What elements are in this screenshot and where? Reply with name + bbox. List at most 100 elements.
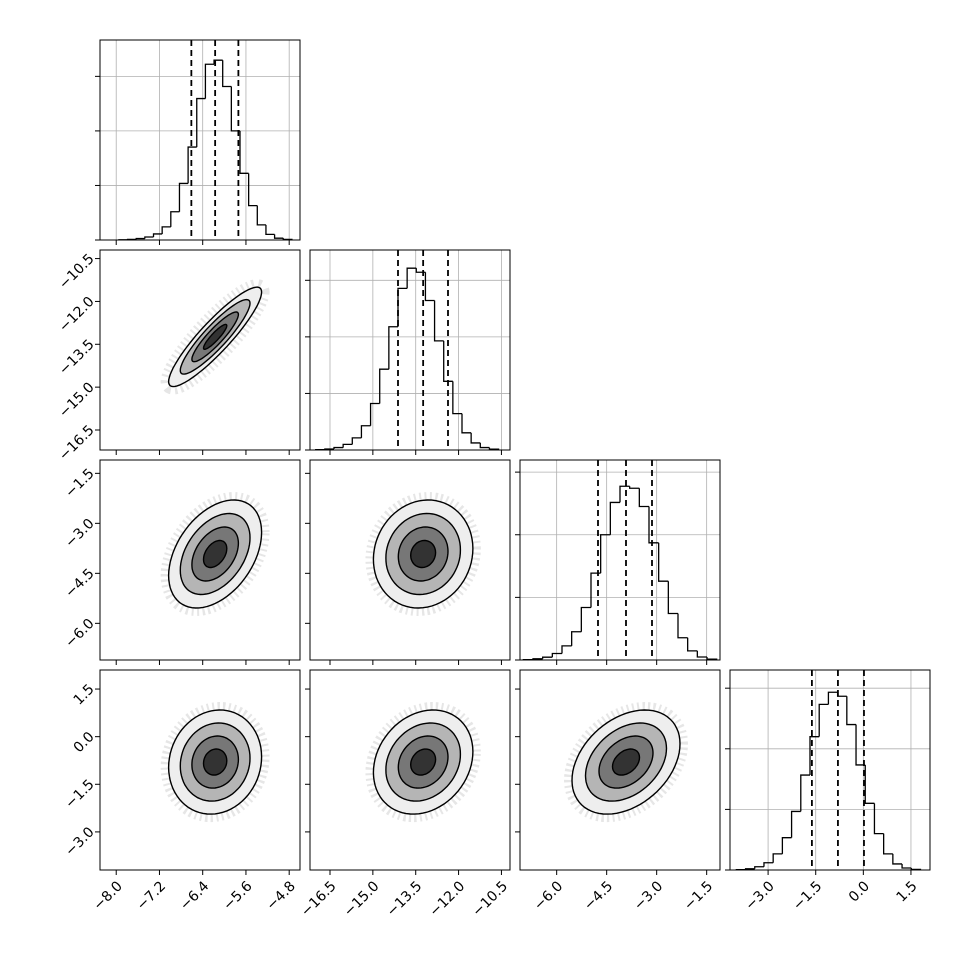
y-tick-label: −3.0 [62,516,97,551]
histogram-bin [619,485,630,503]
x-tick-label: −13.5 [384,878,426,920]
y-tick-label: −10.5 [56,251,98,293]
histogram-bin [204,63,215,99]
contour [409,748,437,776]
histogram-bin [590,572,601,608]
histogram-bin [273,234,284,239]
x-tick-label: −5.6 [220,878,255,913]
x-tick-label: −6.4 [177,878,212,913]
y-tick-label: 1.5 [71,681,98,708]
histogram-bin [609,501,620,535]
x-tick-label: −12.0 [427,878,469,920]
histogram-bin [239,130,249,174]
histogram-bin [696,650,707,658]
histogram-bin [677,613,688,639]
histogram-bin [658,542,669,582]
histogram-bin [170,211,180,227]
panel-frame [729,669,931,871]
contour [409,539,437,569]
panel-frame [99,669,301,871]
panel-frame [309,249,511,451]
histogram-bin [648,506,659,544]
histogram-bin [161,226,171,234]
histogram-bin [461,413,472,434]
y-tick-label: −3.0 [62,824,97,859]
x-tick-label: −16.5 [298,878,340,920]
histogram-bin [213,59,223,65]
histogram-bin [265,224,275,235]
histogram-bin [790,810,801,838]
x-tick-label: −7.2 [134,878,169,913]
histogram-bin [561,645,572,654]
y-tick-label: −12.0 [56,294,98,336]
x-tick-label: −4.5 [581,878,616,913]
histogram-bin [222,60,232,88]
histogram-bin [629,486,640,489]
histogram-bin [406,267,417,289]
x-tick-label: −1.5 [790,878,825,913]
histogram-bin [687,637,698,652]
panel-frame [99,249,301,451]
contour [611,748,641,776]
histogram-bin [369,402,380,426]
x-tick-label: 1.5 [894,878,921,905]
histogram-bin [360,425,371,438]
x-tick-label: −1.5 [681,878,716,913]
histogram-bin [542,656,553,659]
histogram-bin [452,381,462,415]
contour [202,748,228,776]
histogram-bin [135,237,145,240]
histogram-bin [196,97,206,148]
histogram-bin [855,724,866,766]
panel-frame [519,459,721,661]
histogram-bin [324,448,334,450]
histogram-bin [424,272,435,302]
panel-frame [309,669,511,871]
contour [202,539,228,569]
y-tick-label: 0.0 [71,729,98,756]
histogram-bin [256,205,266,226]
histogram-bin [818,703,829,737]
histogram-bin [580,606,591,632]
histogram-bin [379,368,389,404]
histogram-bin [397,287,408,327]
x-tick-label: 0.0 [846,878,873,905]
histogram-bin [433,300,444,342]
y-tick-label: −6.0 [62,616,97,651]
panel-frame [99,39,301,241]
histogram-bin [551,652,562,658]
y-tick-label: −4.5 [62,566,97,601]
histogram-bin [800,774,810,812]
histogram-bin [470,432,481,444]
y-tick-label: −1.5 [62,466,97,501]
histogram-bin [901,863,912,869]
histogram-bin [892,853,903,865]
histogram-bin [763,862,774,867]
histogram-bin [247,173,258,207]
histogram-bin [667,581,678,615]
histogram-bin [187,146,197,184]
x-tick-label: −6.0 [531,878,566,913]
histogram-bin [443,340,453,382]
x-tick-label: −3.0 [742,878,777,913]
histogram-bin [351,437,362,445]
histogram-bin [178,182,189,212]
histogram-bin [571,631,582,646]
histogram-bin [388,326,398,370]
panel-frame [519,669,721,871]
histogram-bin [883,833,893,855]
x-tick-label: −8.0 [91,878,126,913]
x-tick-label: −3.0 [631,878,666,913]
histogram-bin [754,866,764,869]
histogram-bin [809,736,820,776]
y-tick-label: −15.0 [56,379,98,421]
histogram-bin [836,692,847,697]
histogram-bin [873,803,884,835]
histogram-bin [600,534,611,574]
y-tick-label: −16.5 [56,422,98,464]
histogram-bin [846,696,857,726]
histogram-bin [744,868,755,870]
histogram-bin [230,86,240,132]
histogram-bin [864,764,875,804]
